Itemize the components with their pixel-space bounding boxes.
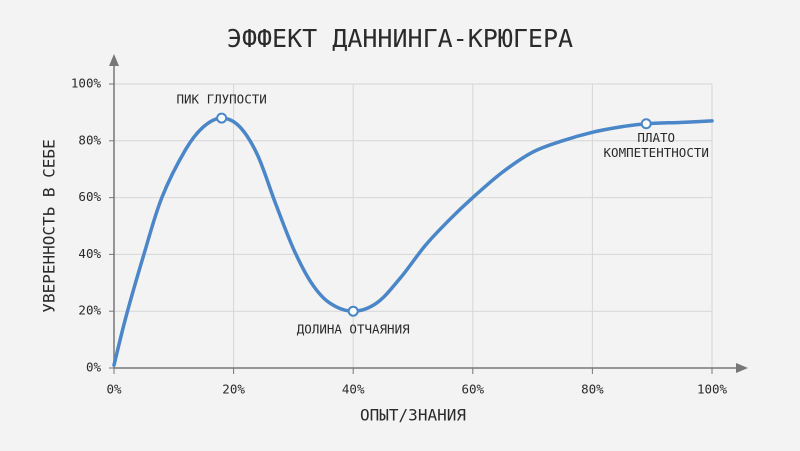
x-axis-label: ОПЫТ/ЗНАНИЯ (360, 406, 466, 425)
x-tick-label: 100% (697, 382, 728, 397)
y-tick-label: 100% (71, 76, 102, 91)
annotation: ПИК ГЛУПОСТИ (176, 92, 266, 107)
x-axis-arrow (736, 363, 748, 373)
y-tick-label: 0% (86, 360, 102, 375)
x-tick-label: 80% (581, 382, 604, 397)
annotation: ДОЛИНА ОТЧАЯНИЯ (297, 322, 410, 337)
y-tick-label: 80% (78, 132, 101, 147)
x-tick-label: 20% (222, 382, 245, 397)
x-tick-label: 60% (462, 382, 485, 397)
annotation-marker (216, 112, 228, 124)
y-axis-arrow (109, 54, 119, 66)
annotation-marker (347, 305, 359, 317)
y-axis-label: УВЕРЕННОСТЬ В СЕБЕ (40, 139, 59, 312)
chart-title: ЭФФЕКТ ДАННИНГА-КРЮГЕРА (227, 24, 573, 53)
annotation: ПЛАТО КОМПЕТЕНТНОСТИ (604, 129, 709, 159)
y-tick-label: 60% (78, 189, 101, 204)
x-tick-label: 40% (342, 382, 365, 397)
y-tick-label: 20% (78, 303, 101, 318)
y-tick-label: 40% (78, 246, 101, 261)
x-tick-label: 0% (106, 382, 122, 397)
annotation-marker (640, 118, 652, 130)
